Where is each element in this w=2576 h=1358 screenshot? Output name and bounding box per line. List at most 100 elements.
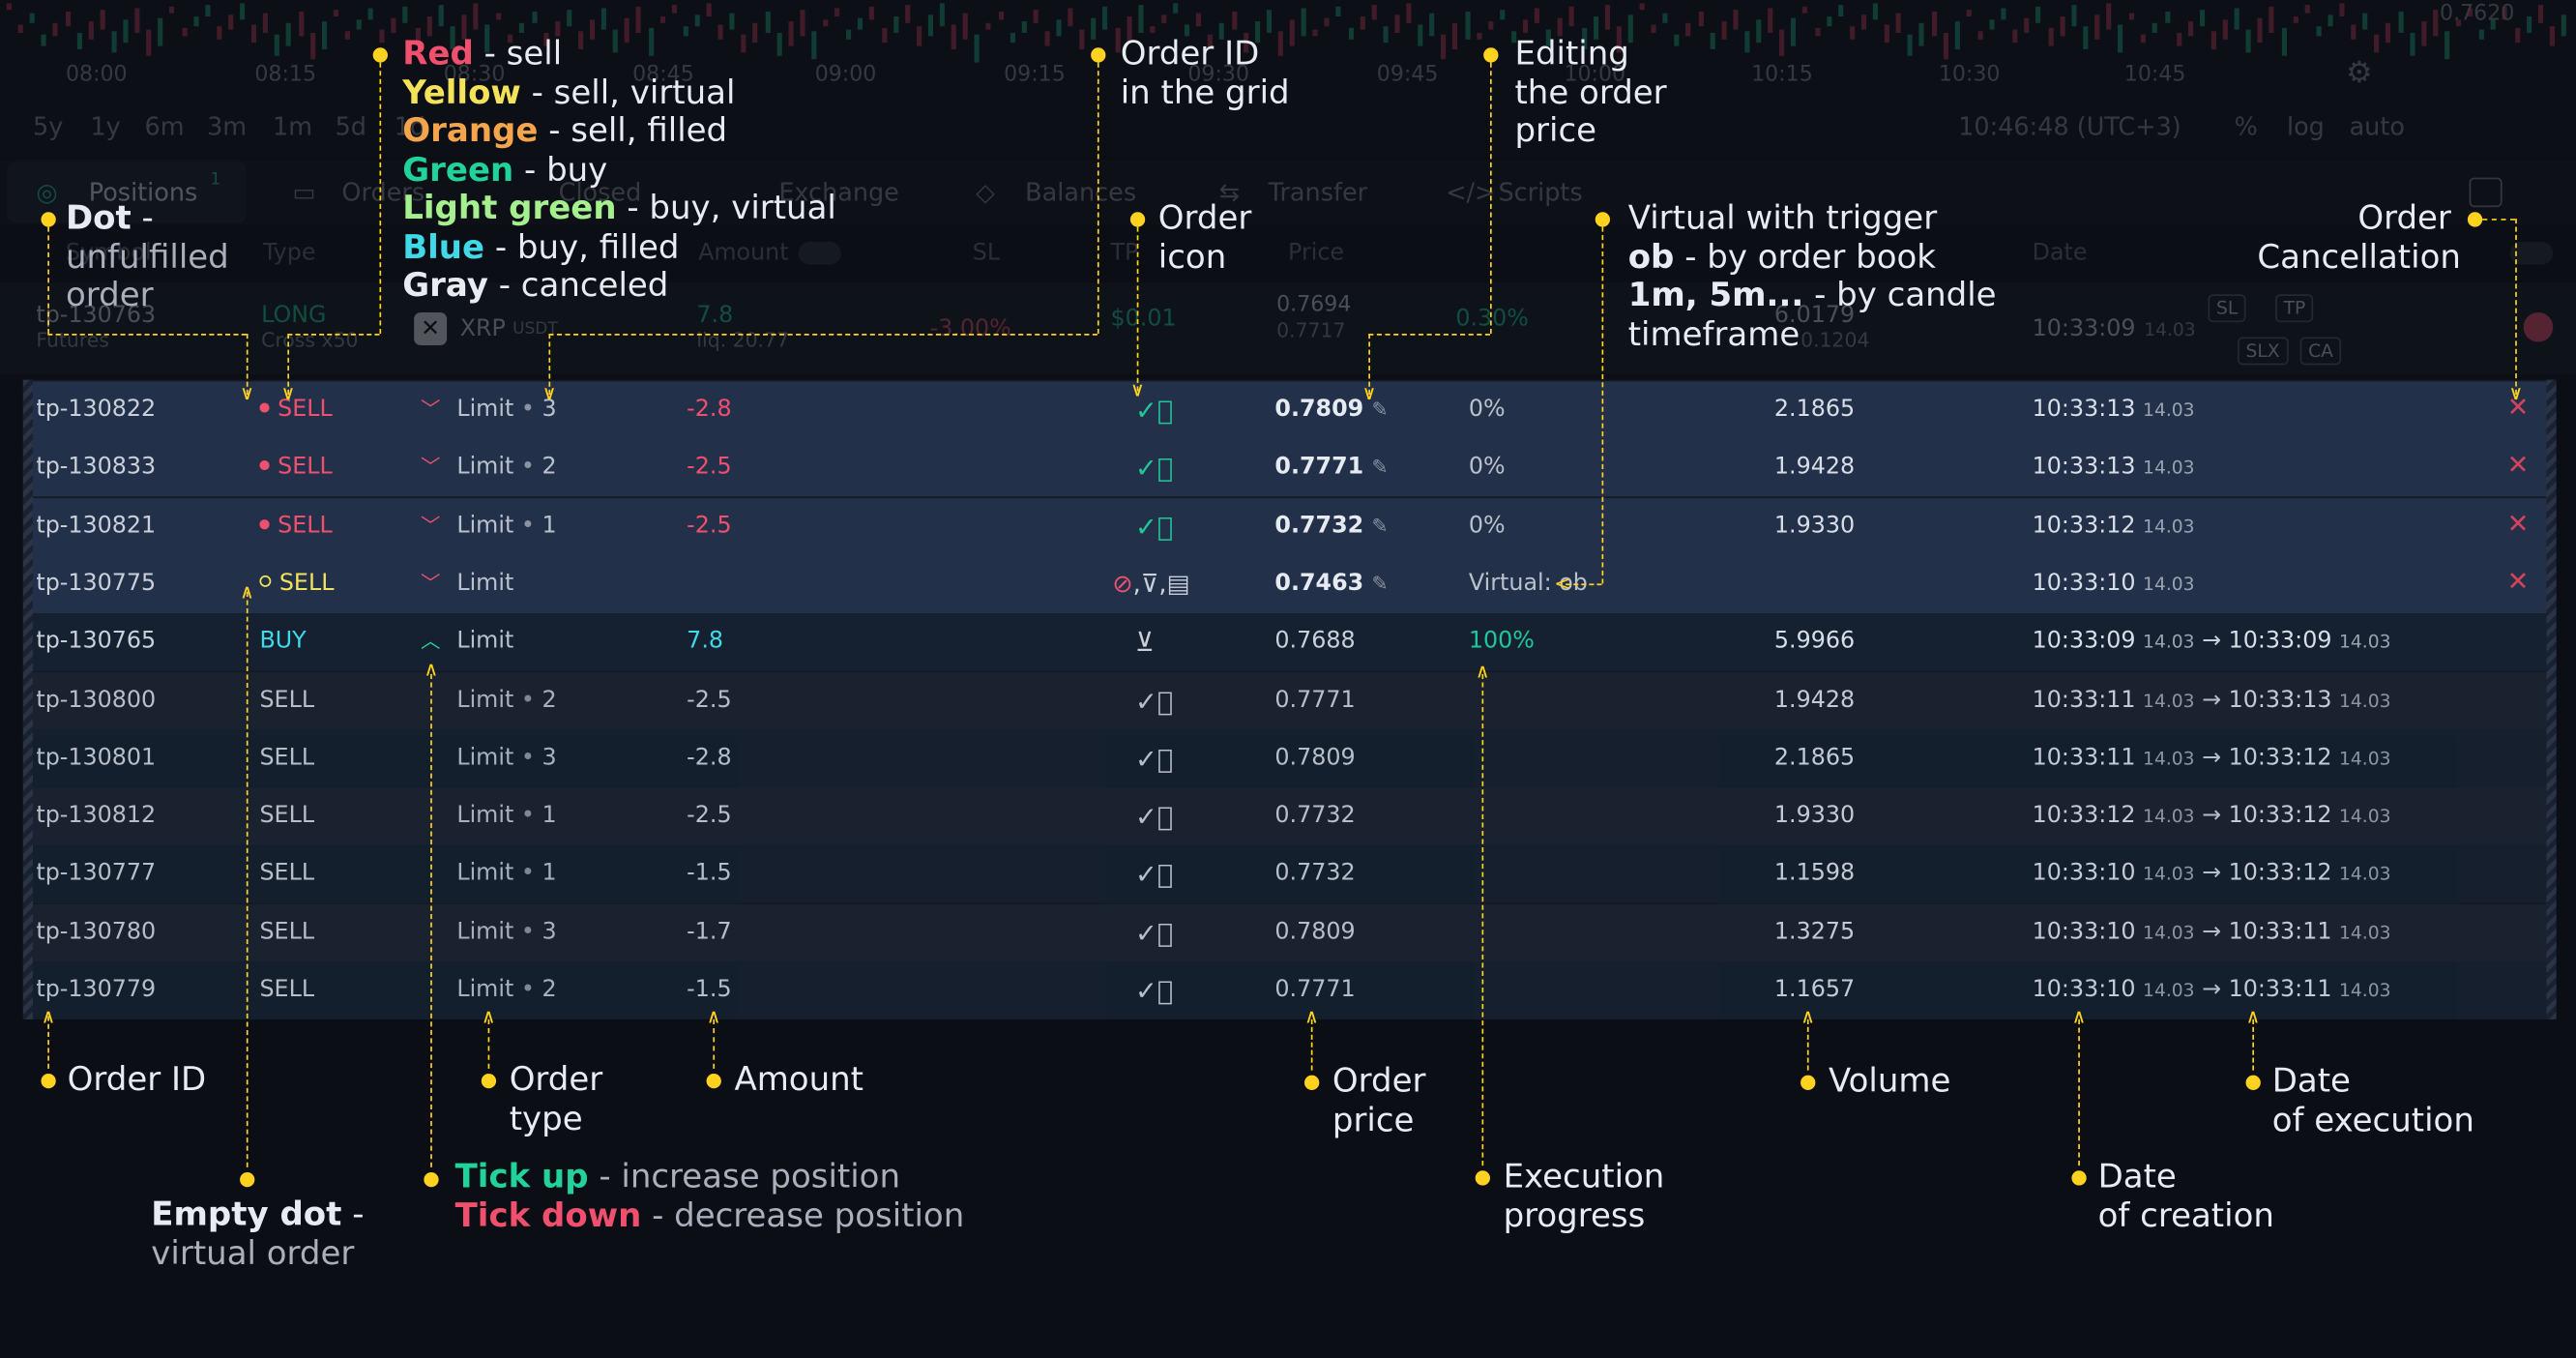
check-circle-icon[interactable]: ✓⃝: [1135, 858, 1174, 891]
amount-toggle[interactable]: [798, 241, 841, 265]
dot-dash: -: [131, 196, 154, 237]
annotation-cancellation: Order Cancellation: [2257, 198, 2460, 277]
table-row[interactable]: tp-130765 BUY ︿ Limit 7.8 ⊻ 0.7688 100% 5.9966 10…: [32, 613, 2547, 671]
header-price[interactable]: Price: [1288, 240, 1345, 267]
annotation-line: [713, 1018, 716, 1069]
candle: [2094, 15, 2100, 40]
timeframe-6m[interactable]: 6m: [144, 111, 185, 142]
close-icon[interactable]: ✕: [2506, 507, 2530, 539]
log-scale-button[interactable]: log: [2287, 111, 2325, 142]
legend-yellow-text: - sell, virtual: [520, 71, 736, 111]
header-date[interactable]: Date: [2032, 240, 2088, 267]
order-price[interactable]: 0.7463 ✎: [1274, 570, 1389, 597]
slx-button[interactable]: SLX: [2238, 337, 2289, 366]
annotation-line: [1489, 62, 1492, 335]
timeframe-5d[interactable]: 5d: [335, 111, 367, 142]
tab-exchange[interactable]: Exchange: [778, 177, 899, 208]
price-chart[interactable]: 08:00 08:15 08:30 08:45 09:00 09:15 09:30 09:45…: [0, 0, 2576, 157]
tick-up-text: - increase position: [588, 1155, 901, 1196]
candle: [2432, 10, 2438, 37]
virtual-ob-icons[interactable]: ⊘,⊽,▤: [1112, 568, 1190, 599]
candle: [1872, 3, 1878, 20]
table-row[interactable]: tp-130812 SELL Limit • 1 -2.5 ✓⃝ 0.7732 1.9330…: [32, 787, 2547, 845]
table-row[interactable]: tp-130779 SELL Limit • 2 -1.5 ✓⃝ 0.7771 1.1657…: [32, 961, 2547, 1019]
position-row[interactable]: tp-130763 Futures LONG Cross x50 ✕ XRP U…: [0, 282, 2576, 375]
arrow-up-icon: ∧: [1475, 659, 1490, 683]
tab-scripts[interactable]: Scripts: [1498, 177, 1583, 208]
position-side: LONG: [261, 302, 327, 329]
percent-scale-button[interactable]: %: [2234, 111, 2258, 142]
check-circle-icon[interactable]: ✓⃝: [1135, 742, 1174, 775]
table-row[interactable]: tp-130821 SELL ﹀ Limit • 1 -2.5 ✓⃝ 0.7732 ✎ 0% 1…: [32, 497, 2547, 555]
order-price[interactable]: 0.7732 ✎: [1274, 512, 1389, 539]
position-price2: 0.7717: [1276, 318, 1346, 342]
table-row[interactable]: tp-130833 SELL ﹀ Limit • 2 -2.5 ✓⃝ 0.7771 ✎ 0% 1…: [32, 439, 2547, 497]
check-circle-icon[interactable]: ✓⃝: [1135, 916, 1174, 949]
table-row[interactable]: tp-130777 SELL Limit • 1 -1.5 ✓⃝ 0.7732 1.1598…: [32, 845, 2547, 903]
timeframe-3m[interactable]: 3m: [207, 111, 248, 142]
candle: [519, 22, 525, 33]
close-icon[interactable]: ✕: [2506, 565, 2530, 597]
close-position-icon[interactable]: [2523, 311, 2554, 342]
check-circle-icon[interactable]: ✓⃝: [1135, 974, 1174, 1007]
check-circle-icon[interactable]: ✓⃝: [1135, 452, 1174, 485]
position-volume: 6.0179: [1773, 302, 1856, 329]
position-sl[interactable]: -3.00%: [929, 315, 1011, 342]
candle: [683, 26, 688, 37]
auto-scale-button[interactable]: auto: [2349, 111, 2405, 142]
header-symbol[interactable]: Symbol: [65, 240, 152, 267]
table-row[interactable]: tp-130775 SELL ﹀ Limit ⊘,⊽,▤ 0.7463 ✎ Virtual:…: [32, 555, 2547, 613]
timeframe-1m[interactable]: 1m: [273, 111, 313, 142]
pencil-icon[interactable]: ✎: [1371, 456, 1389, 480]
order-price-line2: price: [1332, 1099, 1415, 1139]
tab-orders[interactable]: Orders: [341, 177, 425, 208]
check-circle-icon[interactable]: ✓⃝: [1135, 800, 1174, 833]
tab-positions[interactable]: Positions: [88, 177, 198, 208]
list-icon: ▭: [292, 177, 316, 208]
table-row[interactable]: tp-130800 SELL Limit • 2 -2.5 ✓⃝ 0.7771 1.9428…: [32, 671, 2547, 729]
pencil-icon[interactable]: ✎: [1371, 572, 1389, 596]
order-icon-cell: ✓⃝: [1126, 974, 1175, 1007]
position-tp[interactable]: $0.01: [1110, 306, 1177, 333]
tab-transfer[interactable]: Transfer: [1268, 177, 1368, 208]
execution-progress: 0%: [1468, 396, 1506, 423]
header-amount[interactable]: Amount: [698, 240, 789, 267]
tp-button[interactable]: TP: [2275, 294, 2314, 323]
candle: [1301, 8, 1306, 37]
timeframe-1d[interactable]: 1d: [394, 111, 426, 142]
check-circle-icon[interactable]: ✓⃝: [1135, 684, 1174, 717]
close-icon[interactable]: ✕: [2506, 391, 2530, 423]
sl-button[interactable]: SL: [2208, 294, 2246, 323]
check-circle-icon[interactable]: ✓⃝: [1135, 394, 1174, 427]
header-toggle[interactable]: [2510, 241, 2554, 265]
bucket-up-icon[interactable]: ⊻: [1135, 626, 1155, 659]
candle: [438, 5, 444, 27]
arrow-up-icon: ∧: [2245, 1004, 2261, 1028]
timeframe-1y[interactable]: 1y: [90, 111, 121, 142]
header-sl[interactable]: SL: [972, 240, 1001, 267]
candle: [1383, 26, 1389, 44]
tab-balances[interactable]: Balances: [1025, 177, 1137, 208]
ca-button[interactable]: CA: [2299, 337, 2342, 366]
window-icon[interactable]: [2469, 177, 2503, 208]
candle: [1312, 29, 1318, 37]
table-row[interactable]: tp-130780 SELL Limit • 3 -1.7 ✓⃝ 0.7809 1.3275…: [32, 903, 2547, 961]
empty-dot-label: Empty dot: [151, 1194, 342, 1233]
order-dates: 10:33:10 14.03 → 10:33:11 14.03: [2032, 918, 2391, 945]
close-icon[interactable]: ✕: [2506, 449, 2530, 481]
header-type[interactable]: Type: [262, 240, 316, 267]
pencil-icon[interactable]: ✎: [1371, 514, 1389, 538]
gear-icon[interactable]: ⚙: [2346, 55, 2373, 91]
order-price[interactable]: 0.7771 ✎: [1274, 454, 1389, 481]
check-circle-icon[interactable]: ✓⃝: [1135, 510, 1174, 543]
table-row[interactable]: tp-130801 SELL Limit • 3 -2.8 ✓⃝ 0.7809 2.1865…: [32, 729, 2547, 787]
legend-red-text: - sell: [473, 32, 563, 73]
table-row[interactable]: tp-130822 SELL ﹀ Limit • 3 -2.8 ✓⃝ 0.7809 ✎ 0% 2…: [32, 381, 2547, 439]
candle: [1604, 5, 1610, 30]
empty-dot-line2: virtual order: [151, 1232, 355, 1272]
order-price[interactable]: 0.7809 ✎: [1274, 396, 1389, 423]
pencil-icon[interactable]: ✎: [1371, 398, 1389, 422]
timeframe-5y[interactable]: 5y: [32, 111, 64, 142]
tab-closed[interactable]: Closed: [558, 177, 642, 208]
header-tp[interactable]: TP: [1110, 240, 1139, 267]
